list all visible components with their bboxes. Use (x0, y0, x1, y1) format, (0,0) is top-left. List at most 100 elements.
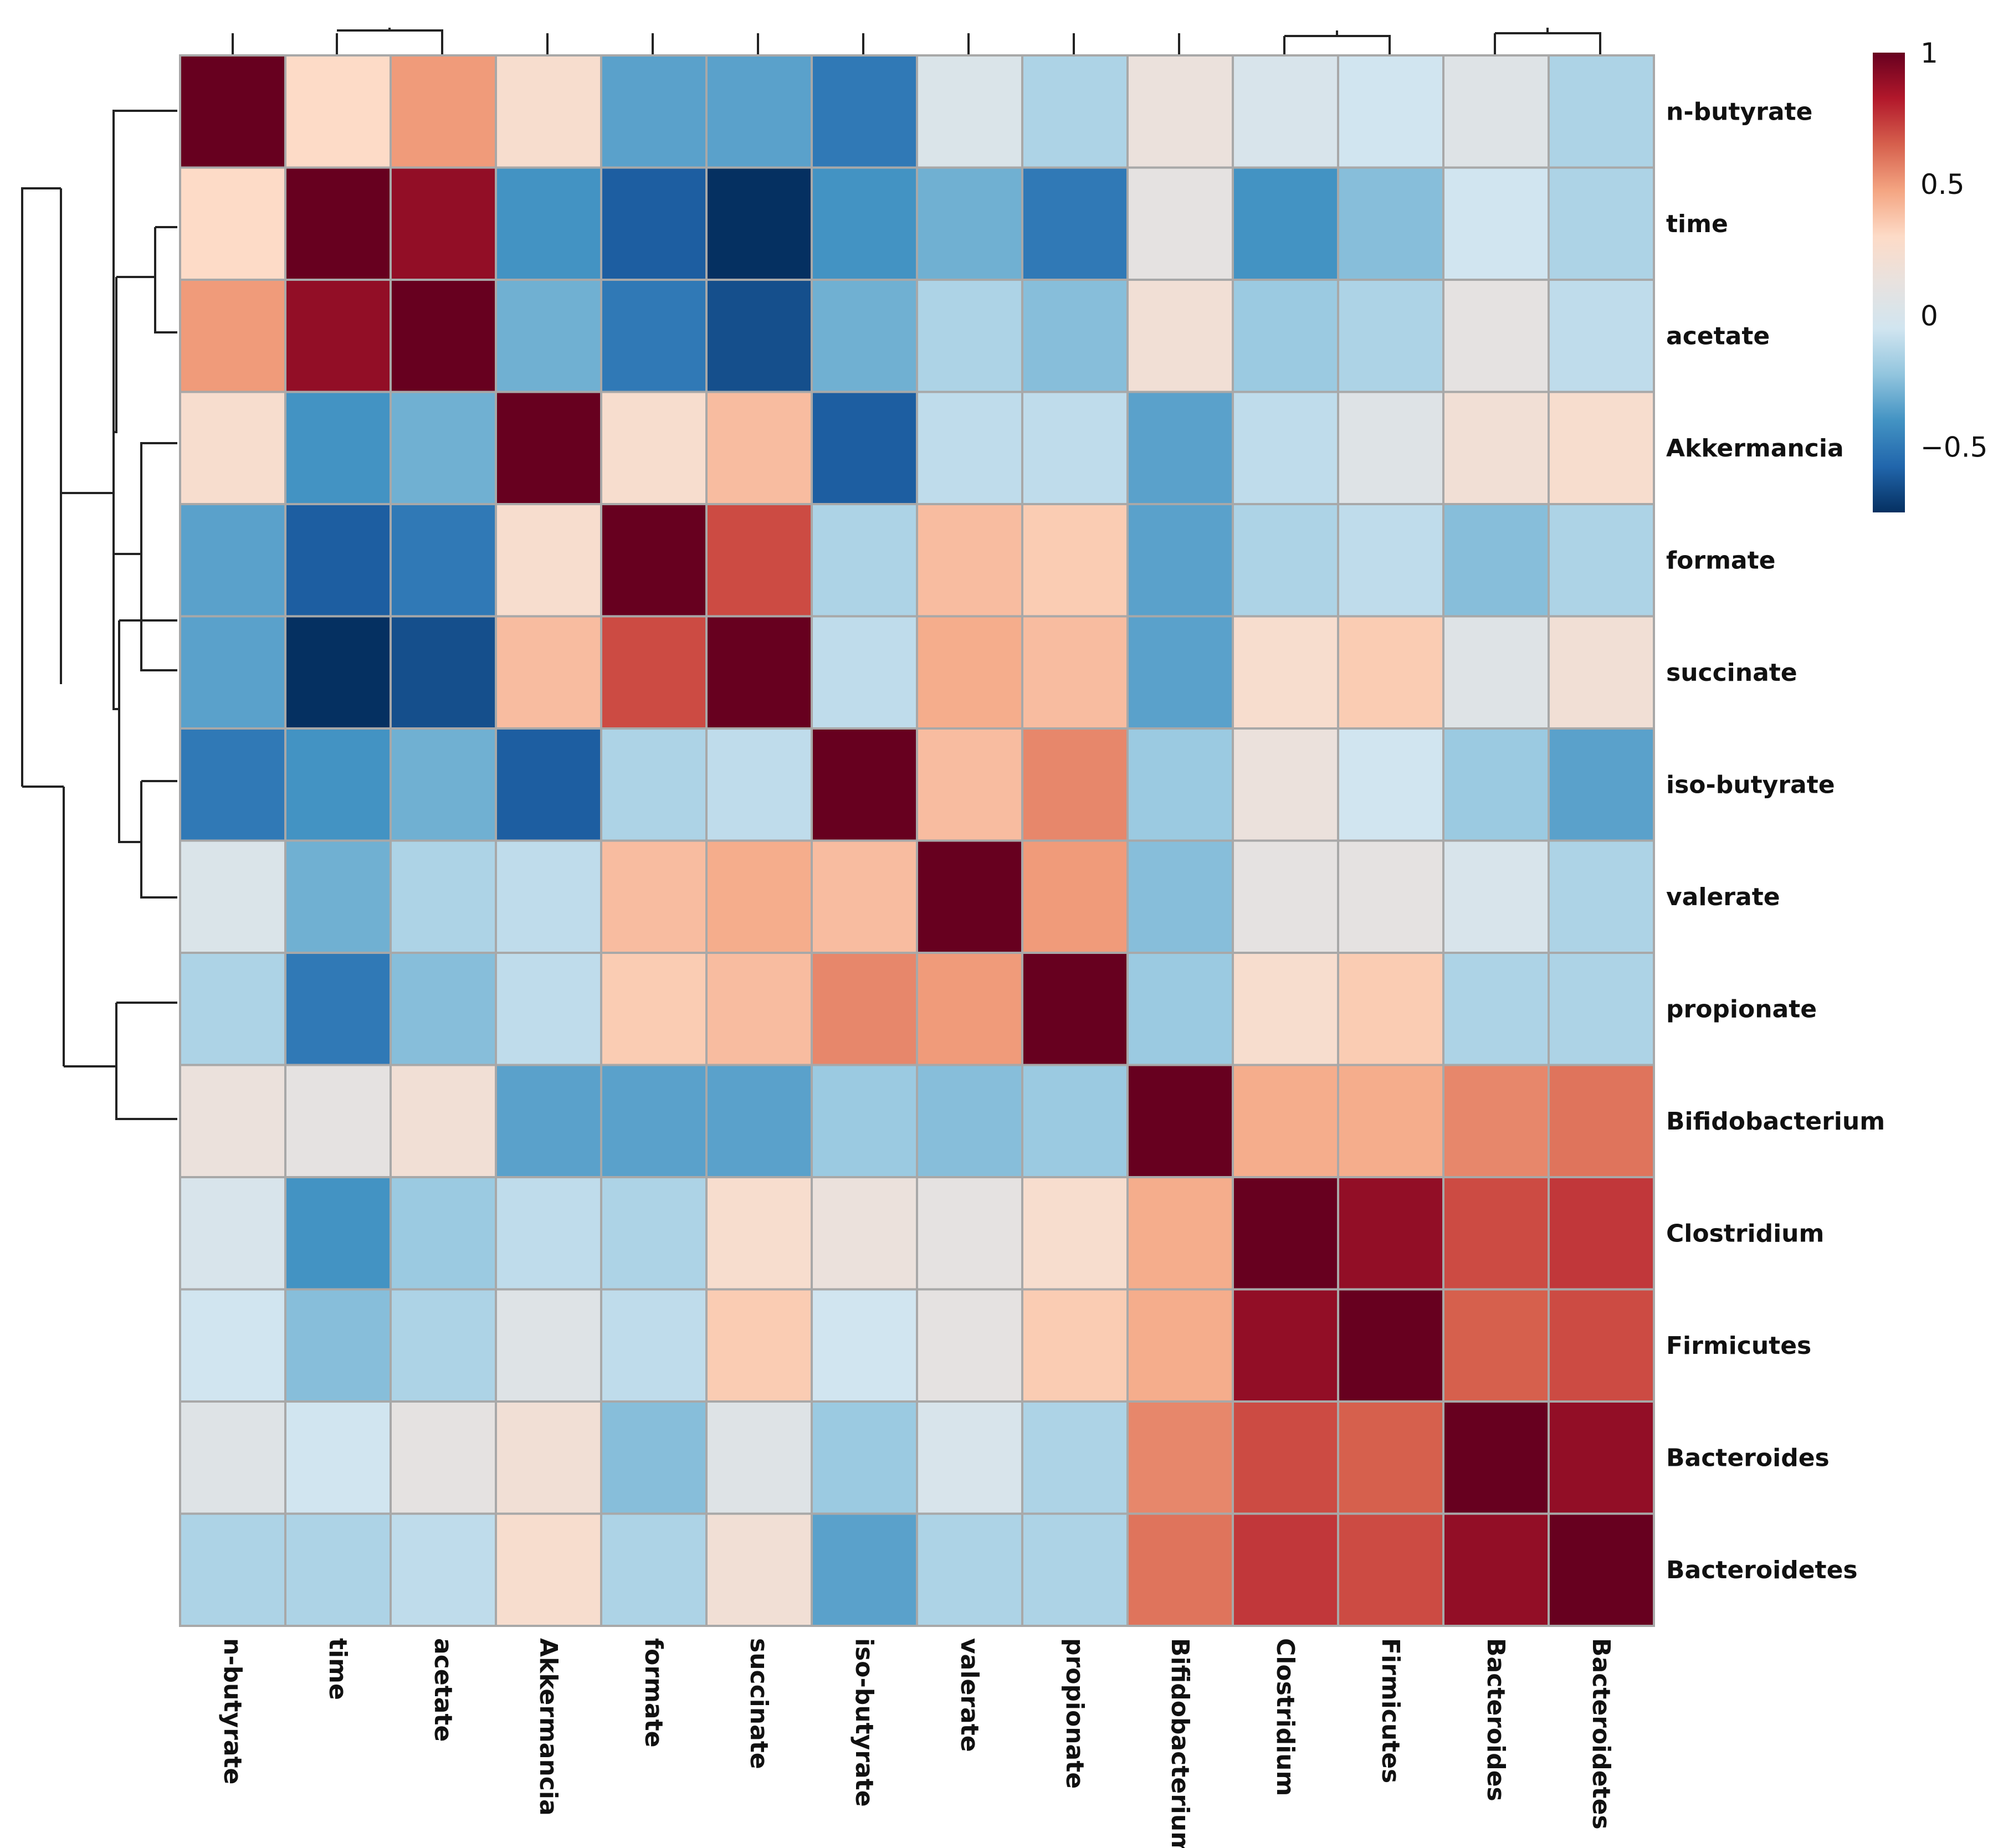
heatmap-cell (916, 727, 1023, 842)
heatmap-cell (916, 952, 1023, 1066)
column-labels: n-butyrate time acetate Akkermancia formate s… (218, 1638, 1615, 1848)
heatmap-cell (916, 1176, 1023, 1291)
heatmap-cell (1548, 1400, 1655, 1515)
heatmap-cell (284, 1400, 392, 1515)
heatmap-cell (1337, 1512, 1444, 1627)
heatmap-cell (284, 166, 392, 281)
heatmap-cell (1126, 279, 1234, 393)
heatmap-cell (495, 54, 602, 169)
heatmap-cell (179, 727, 286, 842)
heatmap-cell (1232, 1400, 1339, 1515)
heatmap-cell (600, 503, 708, 618)
column-dendrogram (232, 28, 1601, 55)
heatmap-cell (1021, 1512, 1129, 1627)
heatmap-cell (1021, 615, 1129, 730)
row-label: Bacteroides (1666, 1444, 1830, 1472)
heatmap-cell (600, 952, 708, 1066)
column-label: Bacteroidetes (1587, 1638, 1615, 1830)
heatmap-cell (811, 839, 918, 954)
heatmap-cell (705, 54, 813, 169)
heatmap-cell (495, 952, 602, 1066)
heatmap-cell (1548, 1176, 1655, 1291)
heatmap-cell (1021, 54, 1129, 169)
colorbar-tick-label: 1 (1920, 37, 1938, 69)
heatmap-cell (284, 391, 392, 505)
column-label: iso-butyrate (850, 1638, 878, 1807)
heatmap-cell (495, 391, 602, 505)
column-label: Bacteroides (1482, 1638, 1510, 1801)
column-label: Firmicutes (1376, 1638, 1405, 1783)
heatmap-cell (600, 727, 708, 842)
heatmap-cell (1021, 727, 1129, 842)
heatmap-cell (1232, 54, 1339, 169)
heatmap-cell (600, 279, 708, 393)
heatmap-cell (1337, 615, 1444, 730)
heatmap-cell (1021, 839, 1129, 954)
heatmap-cell (1232, 615, 1339, 730)
heatmap-cell (495, 727, 602, 842)
heatmap-cell (811, 391, 918, 505)
heatmap-cell (811, 503, 918, 618)
heatmap-cell (811, 1400, 918, 1515)
heatmap-cell (1442, 952, 1550, 1066)
heatmap-cell (390, 727, 497, 842)
heatmap-cell (390, 279, 497, 393)
heatmap-cell (1337, 54, 1444, 169)
heatmap-cell (600, 1512, 708, 1627)
heatmap-cell (1232, 1176, 1339, 1291)
heatmap-cell (1442, 54, 1550, 169)
heatmap-cell (705, 1288, 813, 1403)
row-label: n-butyrate (1666, 97, 1812, 126)
heatmap-cell (1126, 391, 1234, 505)
heatmap-cell (390, 54, 497, 169)
heatmap-cell (1126, 1288, 1234, 1403)
heatmap-cell (495, 1064, 602, 1178)
heatmap-cell (916, 166, 1023, 281)
heatmap-cell (284, 54, 392, 169)
heatmap-cells (179, 54, 1655, 1627)
heatmap-cell (811, 952, 918, 1066)
heatmap-cell (179, 391, 286, 505)
heatmap-cell (1548, 391, 1655, 505)
heatmap-cell (811, 1512, 918, 1627)
heatmap-cell (705, 1176, 813, 1291)
heatmap-cell (705, 952, 813, 1066)
colorbar-gradient (1873, 53, 1905, 512)
colorbar-ticks: 1 0.5 0 −0.5 (1920, 37, 1987, 463)
heatmap-cell (811, 166, 918, 281)
heatmap-cell (916, 279, 1023, 393)
heatmap-cell (1232, 952, 1339, 1066)
colorbar-tick-label: 0.5 (1920, 168, 1965, 201)
heatmap-cell (1126, 727, 1234, 842)
heatmap-cell (1232, 166, 1339, 281)
heatmap-cell (705, 727, 813, 842)
heatmap-cell (705, 391, 813, 505)
heatmap-cell (916, 615, 1023, 730)
heatmap-cell (1126, 1512, 1234, 1627)
heatmap-cell (600, 839, 708, 954)
heatmap-cell (1232, 839, 1339, 954)
heatmap-cell (390, 166, 497, 281)
heatmap-cell (1337, 166, 1444, 281)
heatmap-cell (284, 615, 392, 730)
heatmap-cell (1021, 952, 1129, 1066)
heatmap-cell (179, 503, 286, 618)
heatmap-cell (390, 391, 497, 505)
heatmap-cell (1021, 391, 1129, 505)
colorbar-tick-label: 0 (1920, 300, 1938, 332)
heatmap-cell (600, 1064, 708, 1178)
heatmap-cell (1232, 279, 1339, 393)
heatmap-cell (1232, 391, 1339, 505)
heatmap-cell (495, 1400, 602, 1515)
heatmap-cell (916, 1288, 1023, 1403)
heatmap-cell (1548, 1288, 1655, 1403)
heatmap-cell (600, 1288, 708, 1403)
heatmap-cell (1021, 503, 1129, 618)
heatmap-cell (284, 503, 392, 618)
heatmap-cell (179, 839, 286, 954)
row-label: acetate (1666, 322, 1770, 350)
heatmap-cell (1232, 1512, 1339, 1627)
heatmap-cell (600, 1400, 708, 1515)
heatmap-cell (600, 54, 708, 169)
heatmap-cell (390, 1288, 497, 1403)
